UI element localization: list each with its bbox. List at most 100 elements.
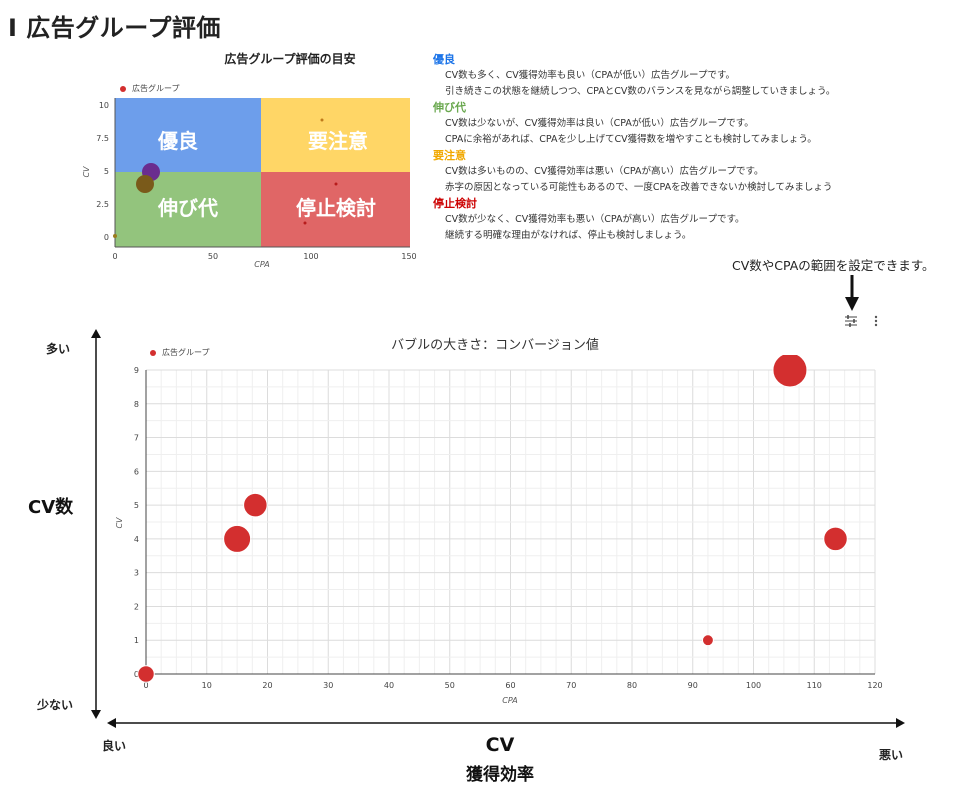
mini-y-tick: 7.5 — [96, 134, 109, 143]
cv-low-label: 少ない — [37, 698, 74, 712]
bubble-chart-title: バブルの大きさ：コンバージョン値 — [391, 338, 599, 353]
bubble-x-label: CPA — [502, 696, 517, 705]
mini-x-label: CPA — [254, 260, 269, 269]
mini-x-tick: 150 — [401, 252, 416, 261]
efficiency-bad-label: 悪い — [879, 748, 904, 762]
quadrant-label-top-left: 優良 — [157, 129, 198, 153]
guide-section-excellent: 優良 CV数も多く、CV獲得効率も良い（CPAが低い）広告グループです。 引き続… — [433, 52, 973, 100]
quadrant-top-right — [261, 98, 410, 172]
y-tick-label: 3 — [134, 569, 139, 578]
data-bubble — [223, 524, 252, 553]
x-tick-label: 20 — [262, 681, 272, 690]
quadrant-top-left — [115, 98, 261, 172]
bubble-y-label: CV — [115, 517, 124, 529]
guide-line: CV数は少ないが、CV獲得効率は良い（CPAが低い）広告グループです。 — [445, 118, 754, 129]
y-tick-label: 5 — [134, 501, 139, 510]
efficiency-title-sub: 獲得効率 — [466, 765, 534, 785]
mini-bubble — [303, 221, 307, 225]
efficiency-good-label: 良い — [102, 739, 127, 753]
guide-line: CV数も多く、CV獲得効率も良い（CPAが低い）広告グループです。 — [445, 70, 735, 81]
mini-y-label: CV — [82, 166, 91, 178]
efficiency-axis-arrow — [107, 718, 905, 728]
mini-chart-svg: 0 50 100 150 0 2.5 5 7.5 10 CV CPA 優良 要注… — [82, 98, 417, 269]
quadrant-label-top-right: 要注意 — [308, 129, 368, 153]
guide-section-caution: 要注意 CV数は多いものの、CV獲得効率は悪い（CPAが高い）広告グループです。… — [433, 148, 973, 196]
guide-section-growth: 伸び代 CV数は少ないが、CV獲得効率は良い（CPAが低い）広告グループです。 … — [433, 100, 973, 148]
guide-line: 引き続きこの状態を継続しつつ、CPAとCV数のバランスを見ながら調整していきまし… — [445, 86, 836, 97]
mini-x-tick: 0 — [112, 252, 117, 261]
guide-heading: 停止検討 — [433, 197, 477, 210]
mini-x-ticks: 0 50 100 150 — [112, 252, 416, 261]
x-tick-label: 90 — [688, 681, 698, 690]
x-tick-label: 70 — [566, 681, 576, 690]
bubble-chart: 0 10 20 30 40 50 60 70 80 90 100 110 120 0 1 2 3 4 5 6 7 8 9 C… — [115, 355, 883, 705]
x-tick-label: 120 — [867, 681, 882, 690]
chart-grid — [145, 369, 876, 675]
efficiency-title-cv: CV — [485, 734, 515, 756]
mini-bubble — [320, 118, 324, 122]
x-tick-label: 10 — [202, 681, 212, 690]
data-bubble — [772, 355, 808, 388]
guide-section-stop: 停止検討 CV数が少なく、CV獲得効率も悪い（CPAが高い）広告グループです。 … — [433, 196, 973, 244]
mini-x-tick: 50 — [208, 252, 218, 261]
data-bubble — [701, 634, 714, 647]
y-tick-label: 9 — [134, 366, 139, 375]
cv-high-label: 多い — [46, 342, 71, 356]
range-setting-note: CV数やCPAの範囲を設定できます。 — [732, 258, 935, 273]
x-tick-label: 100 — [746, 681, 761, 690]
mini-y-tick: 5 — [104, 167, 109, 176]
x-tick-label: 60 — [505, 681, 515, 690]
mini-bubble — [334, 182, 338, 186]
more-vert-icon[interactable] — [872, 313, 880, 327]
sliders-icon[interactable] — [844, 313, 858, 327]
mini-y-tick: 10 — [99, 101, 109, 110]
y-tick-label: 6 — [134, 467, 139, 476]
mini-chart-legend: 広告グループ — [120, 83, 180, 94]
guide-line: CV数が少なく、CV獲得効率も悪い（CPAが高い）広告グループです。 — [445, 214, 745, 225]
guide-heading: 伸び代 — [433, 101, 466, 114]
y-tick-label: 4 — [134, 535, 139, 544]
y-tick-label: 2 — [134, 602, 139, 611]
data-bubble — [823, 526, 848, 552]
x-tick-label: 50 — [445, 681, 455, 690]
data-bubble — [243, 492, 268, 518]
x-tick-label: 30 — [323, 681, 333, 690]
cv-axis-arrow — [91, 329, 101, 719]
guide-line: CPAに余裕があれば、CPAを少し上げてCV獲得数を増やすことも検討してみましょ… — [445, 134, 817, 145]
quadrant-label-bottom-right: 停止検討 — [296, 196, 376, 220]
y-tick-label: 1 — [134, 636, 139, 645]
x-tick-label: 80 — [627, 681, 637, 690]
data-bubble — [137, 665, 155, 683]
x-tick-label: 40 — [384, 681, 394, 690]
mini-bubble — [136, 175, 154, 193]
guide-heading: 要注意 — [433, 149, 466, 162]
bubble-legend-label: 広告グループ — [162, 348, 210, 357]
y-tick-label: 7 — [134, 434, 139, 443]
guide-heading: 優良 — [433, 53, 455, 66]
y-tick-label: 8 — [134, 400, 139, 409]
x-tick-label: 0 — [143, 681, 148, 690]
arrow-down-icon — [845, 275, 859, 311]
bubble-chart-legend: 広告グループ — [150, 347, 210, 358]
guide-line: 継続する明確な理由がなければ、停止も検討しましょう。 — [445, 230, 692, 241]
mini-y-tick: 0 — [104, 233, 109, 242]
cv-count-label: CV数 — [28, 497, 74, 518]
legend-marker-icon — [120, 85, 126, 92]
evaluation-guide: 優良 CV数も多く、CV獲得効率も良い（CPAが低い）広告グループです。 引き続… — [433, 52, 973, 244]
mini-chart-title: 広告グループ評価の目安 — [224, 52, 356, 66]
page-title: I 広告グループ評価 — [8, 14, 221, 42]
mini-x-tick: 100 — [303, 252, 318, 261]
mini-y-tick: 2.5 — [96, 200, 109, 209]
mini-y-ticks: 0 2.5 5 7.5 10 — [96, 101, 109, 242]
guide-line: 赤字の原因となっている可能性もあるので、一度CPAを改善できないか検討してみまし… — [445, 182, 833, 193]
y-tick-label: 0 — [134, 670, 139, 679]
chart-ticks: 0 10 20 30 40 50 60 70 80 90 100 110 120 0 1 2 3 4 5 6 7 8 9 — [134, 366, 883, 690]
chart-bubbles — [137, 355, 848, 683]
guide-line: CV数は多いものの、CV獲得効率は悪い（CPAが高い）広告グループです。 — [445, 166, 764, 177]
mini-bubble — [113, 234, 117, 238]
mini-quadrant-chart: 0 50 100 150 0 2.5 5 7.5 10 CV CPA 優良 要注… — [82, 90, 422, 270]
mini-legend-label: 広告グループ — [132, 84, 180, 93]
x-tick-label: 110 — [807, 681, 822, 690]
quadrant-label-bottom-left: 伸び代 — [157, 196, 218, 220]
legend-marker-icon — [150, 349, 156, 356]
